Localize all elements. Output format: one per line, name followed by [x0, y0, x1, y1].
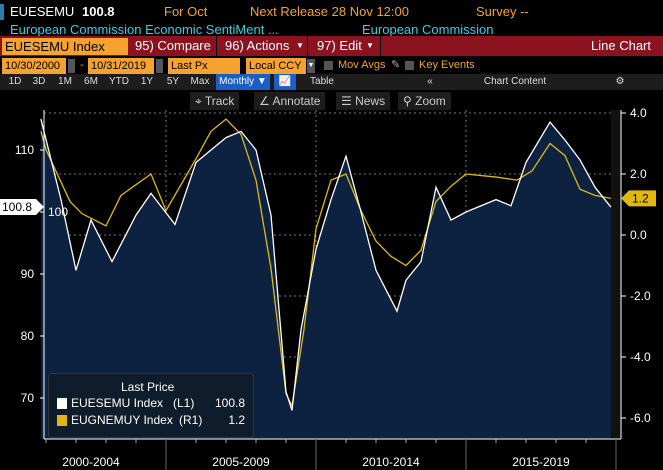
period: For Oct	[164, 4, 208, 19]
range-ytd[interactable]: YTD	[109, 76, 129, 87]
range-1d[interactable]: 1D	[8, 76, 22, 87]
security-field[interactable]: EUESEMU Index	[2, 38, 128, 55]
track-label: Track	[204, 94, 235, 108]
x-tick-label: 2015-2019	[512, 455, 570, 469]
compare-button[interactable]: 95) Compare	[130, 36, 217, 56]
key-events-checkbox[interactable]	[405, 61, 414, 70]
next-release: Next Release 28 Nov 12:00	[250, 4, 409, 19]
y-tick-label-left: 100	[48, 205, 68, 219]
chevron-down-icon: ▼	[366, 41, 374, 50]
mov-avgs-label: Mov Avgs	[338, 59, 386, 71]
range-5y[interactable]: 5Y	[166, 76, 180, 87]
legend-axis: (R1)	[179, 413, 203, 427]
x-tick-label: 2000-2004	[62, 455, 120, 469]
y-tick-label-right: -2.0	[630, 289, 651, 303]
chart-style-icon[interactable]: 📈	[274, 74, 296, 90]
last-value: 100.8	[82, 4, 115, 19]
list-icon: ☰	[341, 94, 356, 108]
y-tick-label-right: 4.0	[630, 106, 647, 120]
legend-title: Last Price	[121, 380, 175, 394]
legend-swatch-white	[57, 398, 67, 409]
legend-value: 100.8	[214, 396, 245, 410]
survey: Survey --	[476, 4, 529, 19]
calendar-icon[interactable]	[156, 59, 163, 73]
range-6m[interactable]: 6M	[84, 76, 98, 87]
last-value-label-right: 1.2	[632, 191, 649, 205]
pencil-icon[interactable]: ✎	[391, 59, 401, 71]
zoom-label: Zoom	[415, 94, 446, 108]
magnifier-icon: ⚲	[403, 94, 416, 108]
y-tick-label-left: 70	[21, 391, 35, 405]
legend: Last Price EUESEMU Index (L1) 100.8 EUGN…	[48, 373, 254, 438]
legend-value: 1.2	[228, 413, 245, 427]
y-tick-label-right: -6.0	[630, 411, 651, 425]
chart-content-button[interactable]: Chart Content	[483, 76, 547, 87]
calendar-icon[interactable]	[68, 59, 75, 73]
x-tick-label: 2010-2014	[362, 455, 420, 469]
future-region	[610, 110, 621, 439]
date-separator: -	[80, 59, 84, 71]
currency-select[interactable]: Local CCY	[246, 58, 306, 74]
legend-name: EUGNEMUY Index	[71, 413, 173, 427]
gear-icon[interactable]: ⚙	[615, 76, 625, 87]
toolbar: EUESEMU Index 95) Compare 96) Actions ▼ …	[0, 36, 663, 56]
track-button[interactable]: ⌖ Track	[190, 92, 240, 110]
range-3d[interactable]: 3D	[32, 76, 46, 87]
x-tick-label: 2005-2009	[212, 455, 270, 469]
source: European Commission	[362, 22, 494, 37]
series-line-eugnemuy	[40, 118, 612, 408]
mov-avgs-checkbox[interactable]	[324, 61, 333, 70]
chevron-down-icon[interactable]: ▼	[307, 59, 315, 73]
last-value-marker-left	[0, 199, 44, 216]
area-fill	[40, 119, 611, 439]
start-date-input[interactable]: 10/30/2000	[2, 58, 66, 74]
y-tick-label-left: 110	[15, 143, 34, 157]
legend-swatch-yellow	[57, 415, 67, 426]
key-events-label: Key Events	[419, 59, 475, 71]
crosshair-icon: ⌖	[195, 94, 205, 108]
chart-type[interactable]: Line Chart	[591, 38, 651, 53]
actions-button[interactable]: 96) Actions	[220, 36, 309, 56]
last-value-marker-right	[621, 190, 656, 207]
y-tick-label-right: 0.0	[630, 228, 647, 242]
collapse-icon[interactable]: «	[427, 76, 433, 87]
range-bar: 1D 3D 1M 6M YTD 1Y 5Y Max Monthly ▼ 📈 Ta…	[0, 74, 663, 90]
legend-name: EUESEMU Index	[71, 396, 164, 410]
y-tick-label-left: 90	[21, 267, 35, 281]
pen-icon: ∠	[259, 94, 273, 108]
y-tick-label-left: 80	[21, 329, 35, 343]
chevron-down-icon: ▼	[296, 41, 304, 50]
description: European Commission Economic SentiMent .…	[10, 22, 279, 37]
edit-button[interactable]: 97) Edit	[312, 36, 381, 56]
ticker: EUESEMU	[10, 4, 75, 19]
range-max[interactable]: Max	[190, 76, 210, 87]
annotate-button[interactable]: ∠ Annotate	[254, 92, 326, 110]
series-line-euesemu	[40, 118, 612, 411]
news-label: News	[355, 94, 386, 108]
end-date-input[interactable]: 10/31/2019	[88, 58, 154, 74]
y-tick-label-right: -4.0	[630, 350, 651, 364]
field-select[interactable]: Last Px	[168, 58, 240, 74]
annotate-label: Annotate	[272, 94, 321, 108]
frequency-select[interactable]: Monthly ▼	[216, 74, 270, 90]
zoom-button[interactable]: ⚲ Zoom	[398, 92, 451, 110]
news-button[interactable]: ☰ News	[336, 92, 391, 110]
range-1y[interactable]: 1Y	[140, 76, 154, 87]
legend-axis: (L1)	[173, 396, 195, 410]
header-accent	[0, 4, 4, 20]
y-tick-label-right: 2.0	[630, 167, 647, 181]
last-value-label-left: 100.8	[2, 200, 32, 214]
table-button[interactable]: Table	[310, 76, 334, 87]
range-1m[interactable]: 1M	[58, 76, 72, 87]
